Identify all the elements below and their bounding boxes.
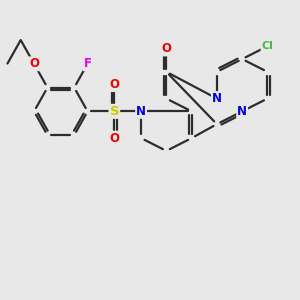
Text: S: S	[110, 105, 119, 118]
Text: N: N	[237, 105, 247, 118]
Text: O: O	[29, 57, 39, 70]
Text: O: O	[109, 132, 119, 145]
Text: F: F	[84, 57, 92, 70]
Text: N: N	[136, 105, 146, 118]
Text: O: O	[161, 42, 171, 56]
Text: N: N	[212, 92, 222, 105]
Text: O: O	[109, 78, 119, 91]
Text: Cl: Cl	[262, 41, 273, 51]
